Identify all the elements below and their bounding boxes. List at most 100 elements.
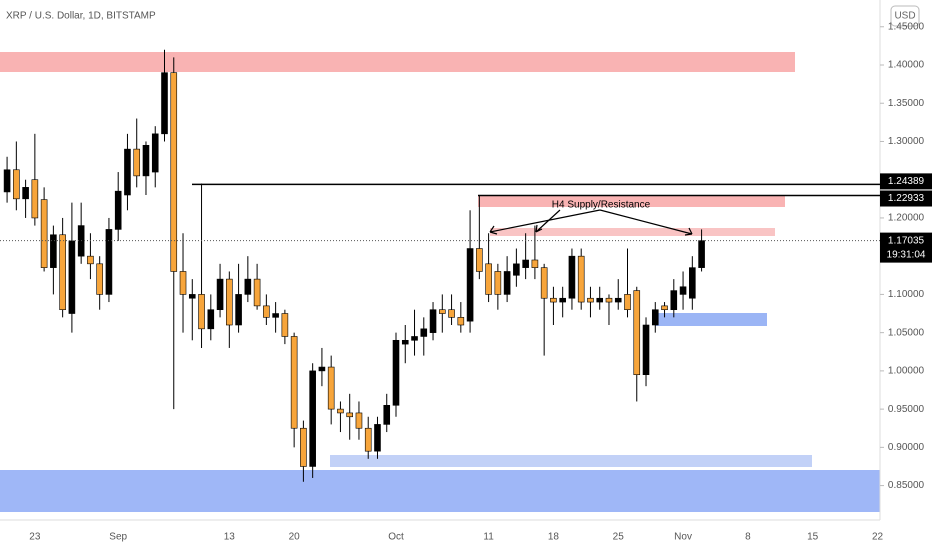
candle-body (466, 248, 474, 322)
candle-body (50, 234, 57, 268)
x-tick-label: 8 (745, 532, 751, 543)
currency[interactable]: USD (894, 11, 915, 22)
candle-body (114, 190, 122, 230)
candle-body (651, 309, 659, 326)
candle-body (133, 148, 141, 177)
chart-title: XRP / U.S. Dollar, 1D, BITSTAMP (6, 11, 156, 22)
y-tick-label: 1.00000 (888, 366, 925, 377)
y-tick-label: 1.45000 (888, 21, 925, 32)
candle-body (40, 199, 48, 268)
candle-body (577, 255, 585, 303)
candle-body (124, 148, 131, 196)
x-tick-label: Sep (109, 532, 127, 543)
candle-body (513, 263, 520, 276)
supply-zone (0, 52, 795, 72)
price-label-box (880, 190, 932, 207)
candle-body (3, 169, 11, 193)
candle-body (476, 248, 483, 272)
candle-body (383, 404, 391, 425)
currency-button[interactable] (890, 5, 920, 27)
candle-body (151, 133, 159, 173)
candle-body (216, 278, 224, 311)
candle-body (59, 234, 66, 311)
x-tick-label: 23 (29, 532, 41, 543)
candle-body (614, 297, 622, 303)
x-tick-label: Nov (674, 532, 692, 543)
candle-body (300, 427, 307, 467)
arrows (489, 209, 693, 236)
candle-body (689, 267, 696, 299)
candle-body (235, 294, 242, 326)
candle-body (401, 339, 409, 345)
candle-body (337, 408, 344, 414)
candle-body (420, 328, 428, 337)
candle-body (624, 294, 631, 311)
candle-body (226, 278, 233, 326)
x-tick-label: 13 (224, 532, 236, 543)
candle-body (87, 255, 94, 265)
candle-body (698, 240, 705, 268)
arrow (599, 209, 693, 236)
candle-body (596, 297, 604, 303)
candle-body (540, 267, 548, 299)
y-tick-label: 0.90000 (888, 442, 925, 453)
y-tick-label: 0.85000 (888, 480, 925, 491)
candle-body (355, 412, 363, 429)
candle-body (457, 317, 465, 326)
candle-body (290, 336, 298, 429)
candle-body (244, 278, 252, 295)
candle-body (679, 286, 687, 295)
candle-body (411, 336, 418, 341)
y-tick-label: 1.20000 (888, 213, 925, 224)
candle-body (587, 297, 594, 303)
candle-body (429, 309, 437, 333)
supply-zone (490, 228, 775, 236)
arrow (535, 209, 561, 233)
candle-body (281, 313, 289, 337)
y-tick-label: 1.10000 (888, 289, 925, 300)
candle-body (568, 255, 576, 299)
x-tick-label: 18 (548, 532, 560, 543)
candle-body (670, 290, 678, 311)
candle-body (531, 259, 539, 268)
candle-body (392, 339, 400, 406)
candle-body (13, 169, 20, 200)
x-tick-label: 22 (872, 532, 884, 543)
arrow (489, 209, 601, 235)
candle-body (374, 424, 381, 452)
candle-body (327, 366, 335, 410)
last-price-label: 1.17035 (888, 235, 925, 246)
candle-body (559, 297, 566, 303)
y-tick-label: 1.05000 (888, 327, 925, 338)
y-tick-label: 0.95000 (888, 404, 925, 415)
demand-zone (330, 455, 812, 467)
candle-body (503, 271, 511, 295)
y-tick-label: 1.40000 (888, 60, 925, 71)
candle-body (605, 297, 613, 303)
candle-body (448, 309, 455, 318)
y-tick-label: 1.30000 (888, 136, 925, 147)
y-tick-label: 1.35000 (888, 98, 925, 109)
candle-body (68, 240, 76, 314)
candle-body (661, 305, 668, 311)
x-tick-label: 11 (483, 532, 494, 543)
candle-body (161, 72, 168, 135)
countdown: 19:31:04 (887, 249, 926, 260)
demand-zone (655, 313, 767, 326)
candle-body (272, 313, 279, 318)
candle-body (96, 263, 103, 295)
price-label: 1.24389 (888, 176, 925, 187)
candle-body (309, 370, 316, 467)
annotation: H4 Supply/Resistance (552, 200, 651, 211)
candle-body (633, 290, 641, 376)
candle-body (170, 72, 178, 272)
candle-body (105, 229, 113, 295)
demand-zone (0, 470, 880, 512)
candle-body (188, 294, 196, 299)
candle-body (642, 324, 650, 376)
candle-body (142, 144, 150, 177)
x-tick-label: 15 (807, 532, 819, 543)
candle-body (179, 271, 187, 295)
